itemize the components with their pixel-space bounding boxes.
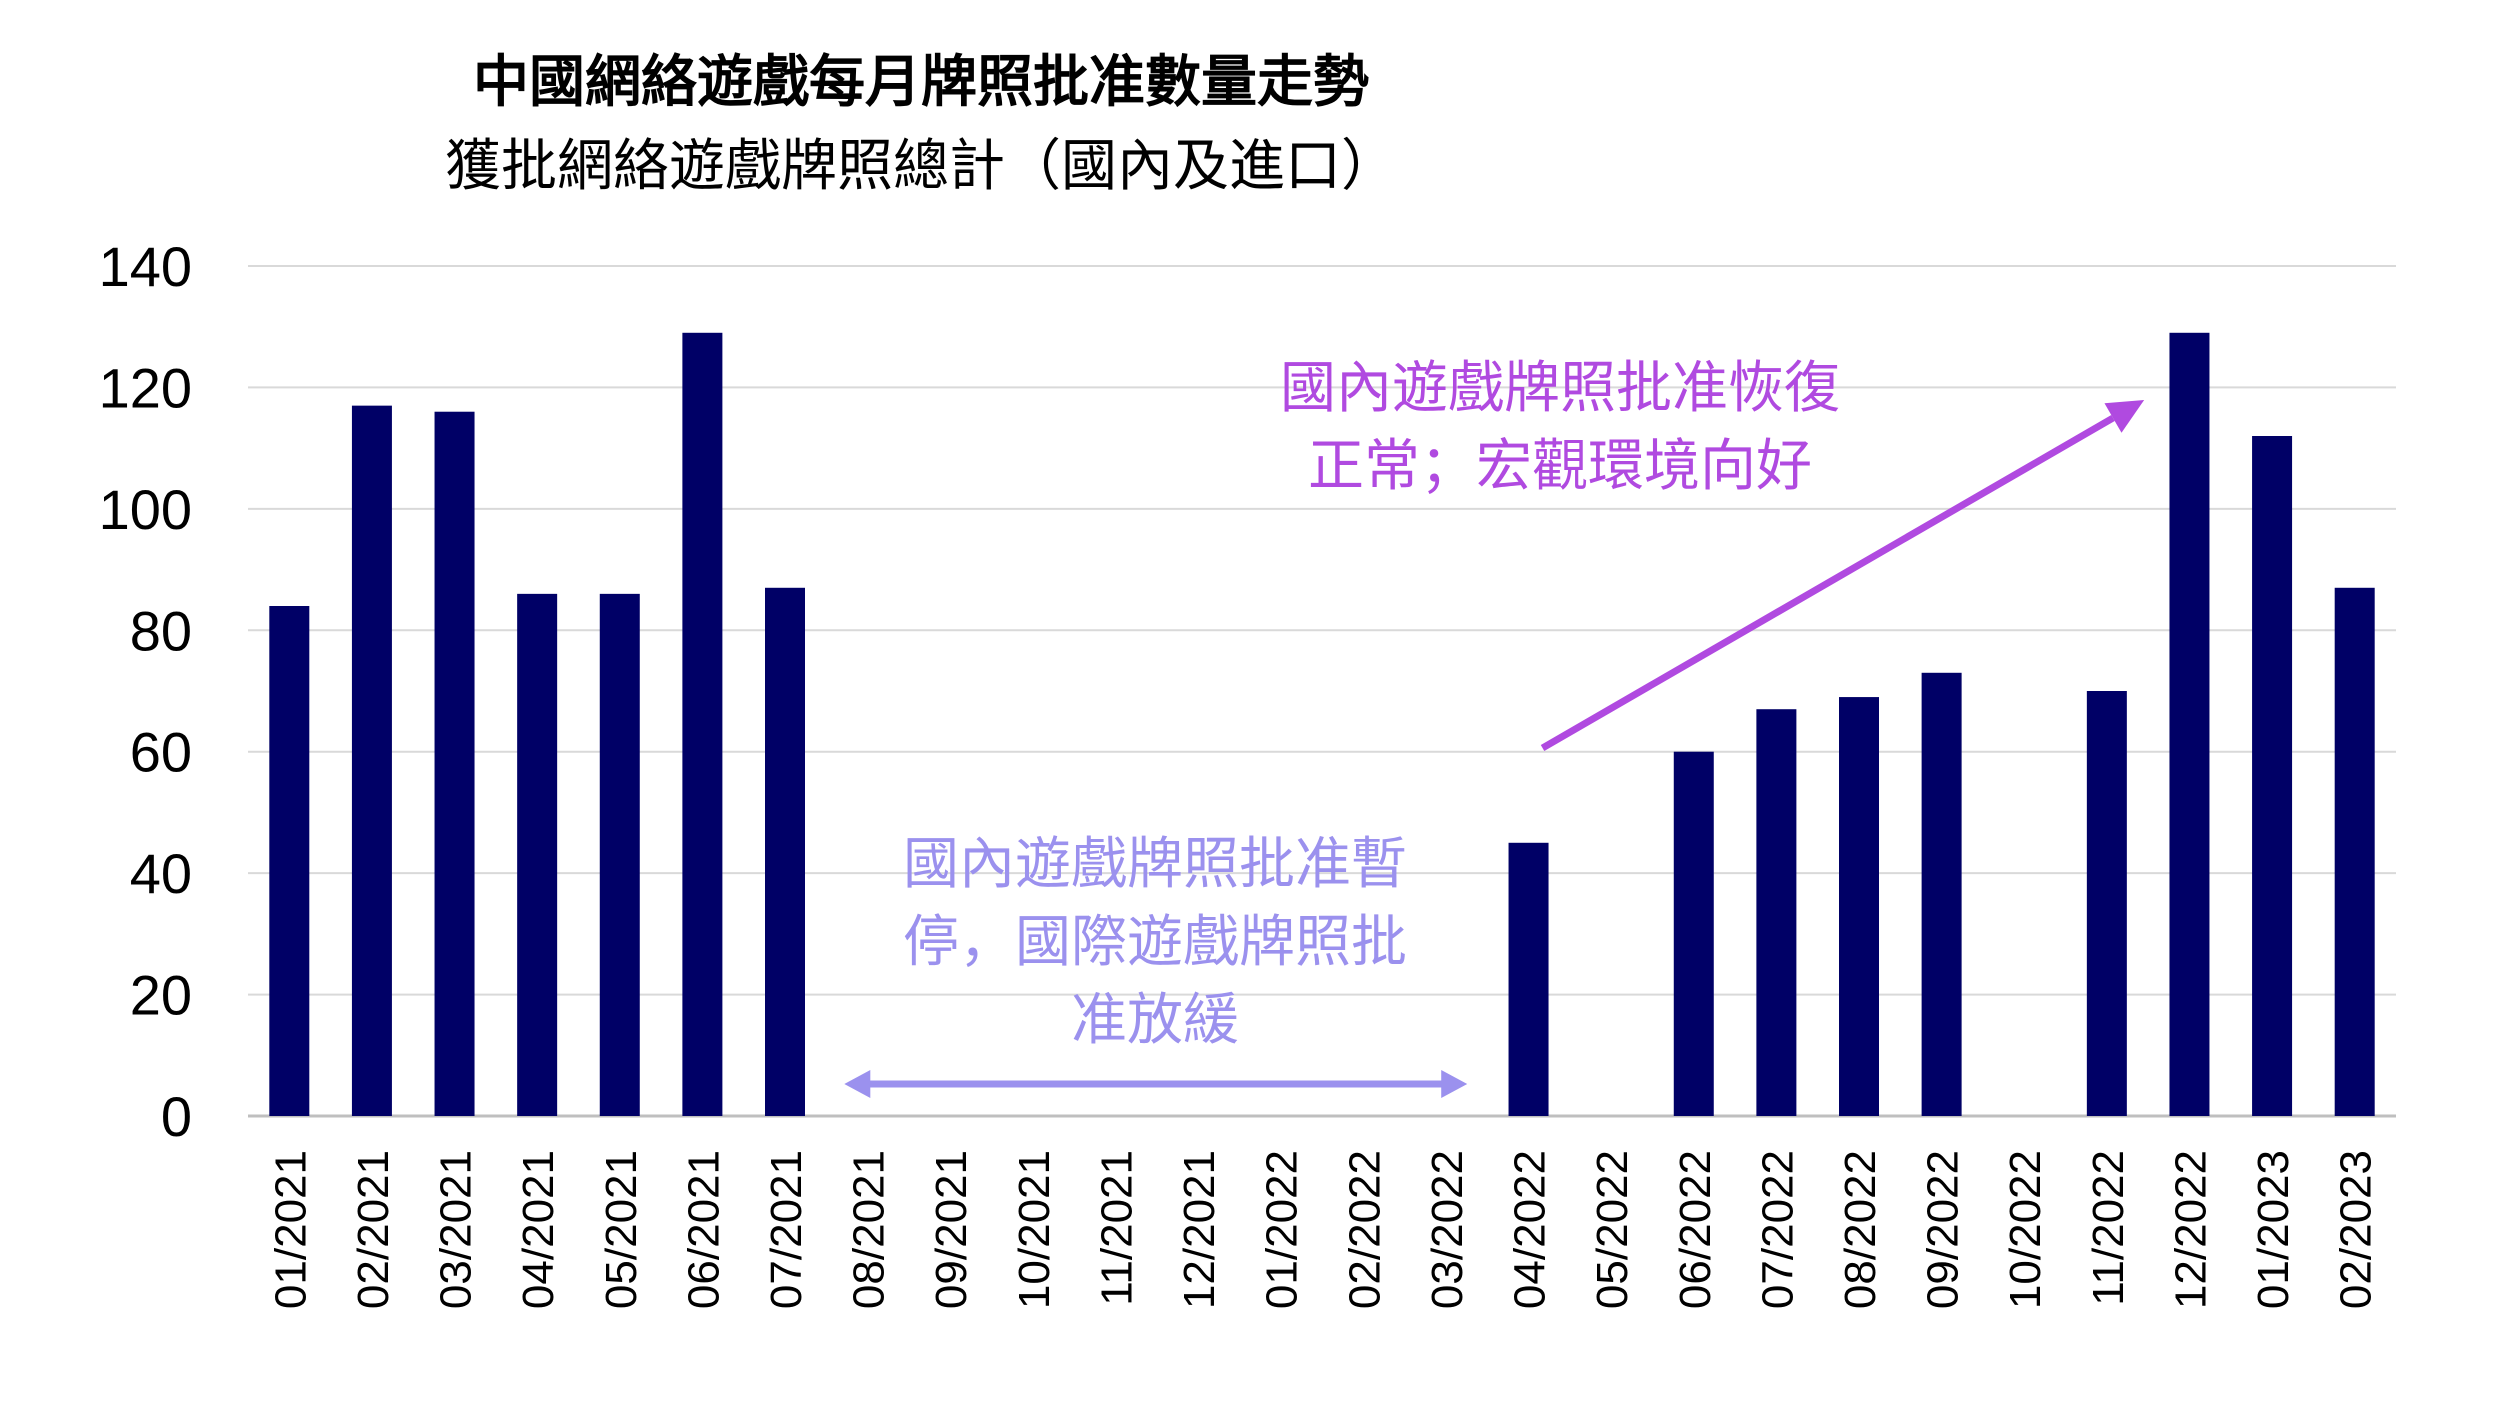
bar	[434, 411, 475, 1116]
bar	[1673, 751, 1714, 1116]
x-tick-label: 07/2022	[1753, 1150, 1802, 1309]
y-tick-label: 140	[99, 235, 192, 298]
bar	[517, 593, 558, 1116]
x-tick-label: 02/2023	[2332, 1150, 2381, 1309]
bar	[351, 405, 392, 1117]
x-tick-label: 10/2021	[1010, 1150, 1059, 1309]
x-tick-label: 12/2022	[2166, 1150, 2215, 1309]
x-tick-label: 05/2021	[597, 1150, 646, 1309]
annotation-pause: 國內遊戲牌照批准暫 停，國際遊戲牌照批 准放緩	[830, 826, 1480, 1060]
annotation-recover-line: 正常；宏觀環境向好	[1308, 434, 1812, 499]
annotation-pause-line: 停，國際遊戲牌照批	[903, 910, 1407, 975]
x-tick-label: 11/2021	[1092, 1150, 1141, 1306]
bar	[1756, 709, 1797, 1116]
x-axis-ticks: 01/2021 02/2021 03/2021 04/2021 05/2021 06/20…	[266, 1150, 2380, 1309]
y-tick-label: 40	[130, 842, 192, 905]
recovery-trend-arrow	[1540, 414, 2115, 752]
bar	[2169, 332, 2210, 1116]
bar	[682, 332, 723, 1116]
chart-subtitle: 獲批網絡遊戲牌照總計（國內及進口）	[445, 134, 1397, 199]
y-tick-label: 60	[130, 721, 192, 784]
x-tick-label: 08/2021	[845, 1150, 894, 1309]
annotation-recover-line: 國內遊戲牌照批准恢復	[1280, 356, 1840, 421]
x-tick-label: 06/2022	[1671, 1150, 1720, 1309]
x-tick-label: 11/2022	[2084, 1150, 2133, 1306]
y-tick-label: 100	[99, 478, 192, 541]
x-tick-label: 01/2021	[266, 1150, 315, 1309]
bar	[1508, 842, 1549, 1116]
arrow-left-icon	[844, 1070, 871, 1098]
x-tick-label: 05/2022	[1588, 1150, 1637, 1309]
x-tick-label: 01/2023	[2249, 1150, 2298, 1309]
bar	[2334, 587, 2375, 1116]
annotation-pause-line: 國內遊戲牌照批准暫	[903, 832, 1407, 897]
x-tick-label: 09/2022	[1919, 1150, 1968, 1309]
x-tick-label: 07/2021	[762, 1150, 811, 1309]
bar	[269, 606, 310, 1116]
annotation-arrows	[844, 400, 2145, 1098]
y-tick-label: 120	[99, 356, 192, 419]
bar	[2086, 691, 2127, 1116]
x-tick-label: 04/2021	[514, 1150, 563, 1309]
x-tick-label: 02/2022	[1340, 1150, 1389, 1309]
x-tick-label: 02/2021	[349, 1150, 398, 1309]
chart-title: 中國網絡遊戲每月牌照批准數量走勢	[473, 50, 1369, 115]
x-tick-label: 10/2022	[2001, 1150, 2050, 1309]
x-tick-label: 08/2022	[1836, 1150, 1885, 1309]
bars	[269, 332, 2375, 1117]
bar	[1921, 672, 1962, 1116]
bar	[1839, 697, 1879, 1116]
arrowhead-icon	[2104, 400, 2145, 433]
x-tick-label: 06/2021	[679, 1150, 728, 1309]
arrow-right-icon	[1441, 1070, 1468, 1098]
bar	[599, 593, 640, 1116]
x-tick-label: 03/2022	[1423, 1150, 1472, 1309]
y-axis-ticks: 0 20 40 60 80 100 120 140	[99, 235, 192, 1148]
x-tick-label: 04/2022	[1506, 1150, 1555, 1309]
bar	[2252, 436, 2293, 1116]
x-tick-label: 12/2021	[1175, 1150, 1224, 1309]
x-tick-label: 01/2022	[1258, 1150, 1307, 1309]
x-tick-label: 03/2021	[432, 1150, 481, 1309]
x-tick-label: 09/2021	[927, 1150, 976, 1309]
bar	[765, 587, 805, 1116]
y-tick-label: 20	[130, 964, 192, 1027]
y-tick-label: 0	[161, 1085, 192, 1148]
annotation-pause-line: 准放緩	[1071, 988, 1239, 1053]
y-tick-label: 80	[130, 599, 192, 662]
annotation-recover: 國內遊戲牌照批准恢復 正常；宏觀環境向好	[1195, 350, 1925, 506]
